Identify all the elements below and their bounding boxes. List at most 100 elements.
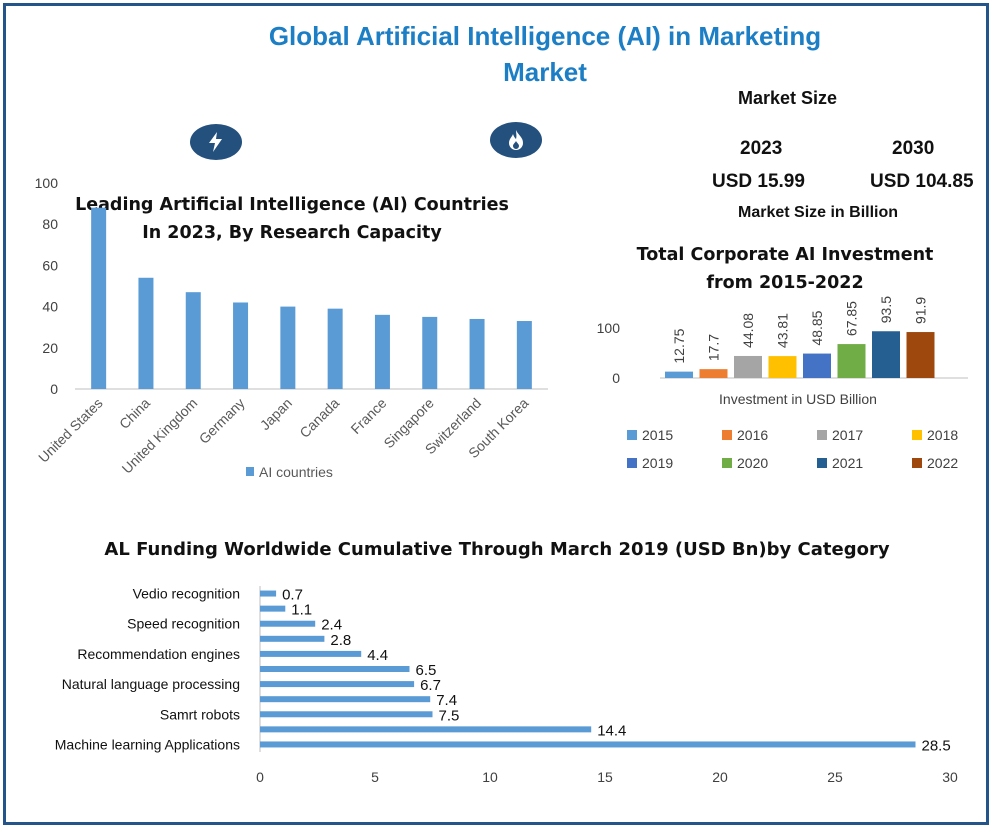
countries-x-tick: United States (35, 395, 106, 466)
countries-y-tick: 20 (42, 340, 58, 356)
market-value-2030: USD 104.85 (870, 171, 974, 192)
investment-legend-swatch (912, 430, 922, 440)
investment-data-label: 67.85 (844, 301, 860, 336)
funding-category-label: Speed recognition (127, 616, 240, 632)
investment-legend-label: 2020 (737, 455, 768, 471)
countries-bar (422, 316, 438, 389)
funding-bar (260, 635, 325, 642)
funding-data-label: 2.8 (330, 632, 351, 649)
funding-x-tick: 15 (597, 769, 613, 785)
investment-bar (837, 344, 866, 378)
investment-data-label: 17.7 (706, 334, 722, 361)
investment-legend-label: 2017 (832, 427, 863, 443)
investment-legend-label: 2015 (642, 427, 673, 443)
funding-category-label: Machine learning Applications (55, 736, 240, 752)
countries-y-tick: 0 (50, 381, 58, 397)
funding-x-tick: 0 (256, 769, 264, 785)
countries-chart-subtitle: In 2023, By Research Capacity (142, 223, 442, 243)
funding-data-label: 0.7 (282, 587, 303, 604)
investment-legend-swatch (722, 458, 732, 468)
countries-legend-label: AI countries (259, 464, 333, 480)
countries-chart-title: Leading Artificial Intelligence (AI) Cou… (75, 195, 509, 215)
countries-bar (280, 306, 296, 389)
funding-data-label: 6.7 (420, 677, 441, 694)
funding-x-tick: 20 (712, 769, 728, 785)
investment-bar (872, 331, 900, 378)
investment-bar (734, 355, 762, 378)
countries-bar (374, 314, 390, 389)
funding-data-label: 2.4 (321, 617, 342, 634)
countries-y-tick: 60 (42, 257, 58, 273)
funding-data-label: 4.4 (367, 647, 388, 664)
funding-category-label: Vedio recognition (133, 586, 240, 602)
countries-x-tick: France (347, 395, 389, 437)
page-title: Global Artificial Intelligence (AI) in M… (180, 18, 910, 90)
market-year-2030: 2030 (892, 138, 935, 159)
investment-legend-swatch (912, 458, 922, 468)
funding-bar (260, 726, 592, 733)
investment-chart-title: Total Corporate AI Investment (637, 245, 934, 265)
funding-bar (260, 605, 286, 612)
funding-x-tick: 30 (942, 769, 958, 785)
investment-data-label: 93.5 (878, 296, 894, 323)
funding-x-tick: 5 (371, 769, 379, 785)
funding-x-tick: 25 (827, 769, 843, 785)
investment-data-label: 91.9 (913, 297, 929, 324)
investment-legend-label: 2022 (927, 455, 958, 471)
investment-y-tick: 100 (597, 320, 621, 336)
countries-bar (469, 318, 485, 389)
funding-data-label: 1.1 (291, 602, 312, 619)
investment-legend-swatch (817, 458, 827, 468)
investment-data-label: 44.08 (740, 313, 756, 348)
investment-bar (665, 371, 693, 378)
funding-bar (260, 620, 316, 627)
countries-x-tick: Japan (257, 395, 295, 433)
investment-bar (803, 353, 831, 378)
funding-chart-title: AL Funding Worldwide Cumulative Through … (104, 539, 889, 560)
funding-bar (260, 590, 277, 597)
market-size-unit: Market Size in Billion (738, 204, 899, 221)
funding-category-label: Recommendation engines (77, 646, 240, 662)
funding-bar (260, 650, 362, 657)
investment-chart-subtitle: from 2015-2022 (706, 273, 863, 293)
countries-x-tick: Canada (296, 395, 342, 441)
funding-category-label: Natural language processing (62, 676, 240, 692)
funding-bar (260, 666, 410, 672)
investment-legend-swatch (627, 458, 637, 468)
funding-bar (260, 681, 415, 688)
countries-bar (327, 308, 343, 389)
countries-y-tick: 100 (35, 175, 59, 191)
countries-bar (233, 302, 249, 389)
funding-data-label: 14.4 (597, 722, 626, 739)
flame-icon (490, 122, 542, 158)
countries-x-tick: China (116, 395, 153, 432)
countries-bar (185, 292, 201, 389)
funding-bar (260, 741, 916, 748)
investment-bar (699, 369, 728, 378)
investment-data-label: 12.75 (671, 328, 687, 363)
page-title-line2: Market (503, 57, 587, 87)
investment-legend-swatch (817, 430, 827, 440)
funding-data-label: 28.5 (922, 737, 951, 754)
investment-bar (906, 332, 935, 378)
countries-bar (91, 207, 107, 389)
countries-y-tick: 40 (42, 299, 58, 315)
page-title-line1: Global Artificial Intelligence (AI) in M… (268, 21, 822, 51)
funding-data-label: 7.5 (439, 707, 460, 724)
funding-bar (260, 696, 431, 703)
funding-x-tick: 10 (482, 769, 498, 785)
countries-x-tick: Germany (196, 395, 248, 447)
market-size-heading: Market Size (738, 88, 838, 108)
countries-legend-swatch (246, 467, 254, 476)
investment-legend-swatch (627, 430, 637, 440)
funding-data-label: 6.5 (416, 662, 437, 679)
funding-category-label: Samrt robots (160, 706, 240, 722)
market-year-2023: 2023 (740, 138, 783, 159)
funding-data-label: 7.4 (436, 692, 457, 709)
countries-bar (138, 277, 154, 389)
countries-bar (516, 321, 532, 389)
investment-legend-label: 2021 (832, 455, 863, 471)
funding-bar (260, 711, 433, 718)
investment-bar (768, 356, 797, 378)
investment-data-label: 48.85 (809, 310, 825, 345)
